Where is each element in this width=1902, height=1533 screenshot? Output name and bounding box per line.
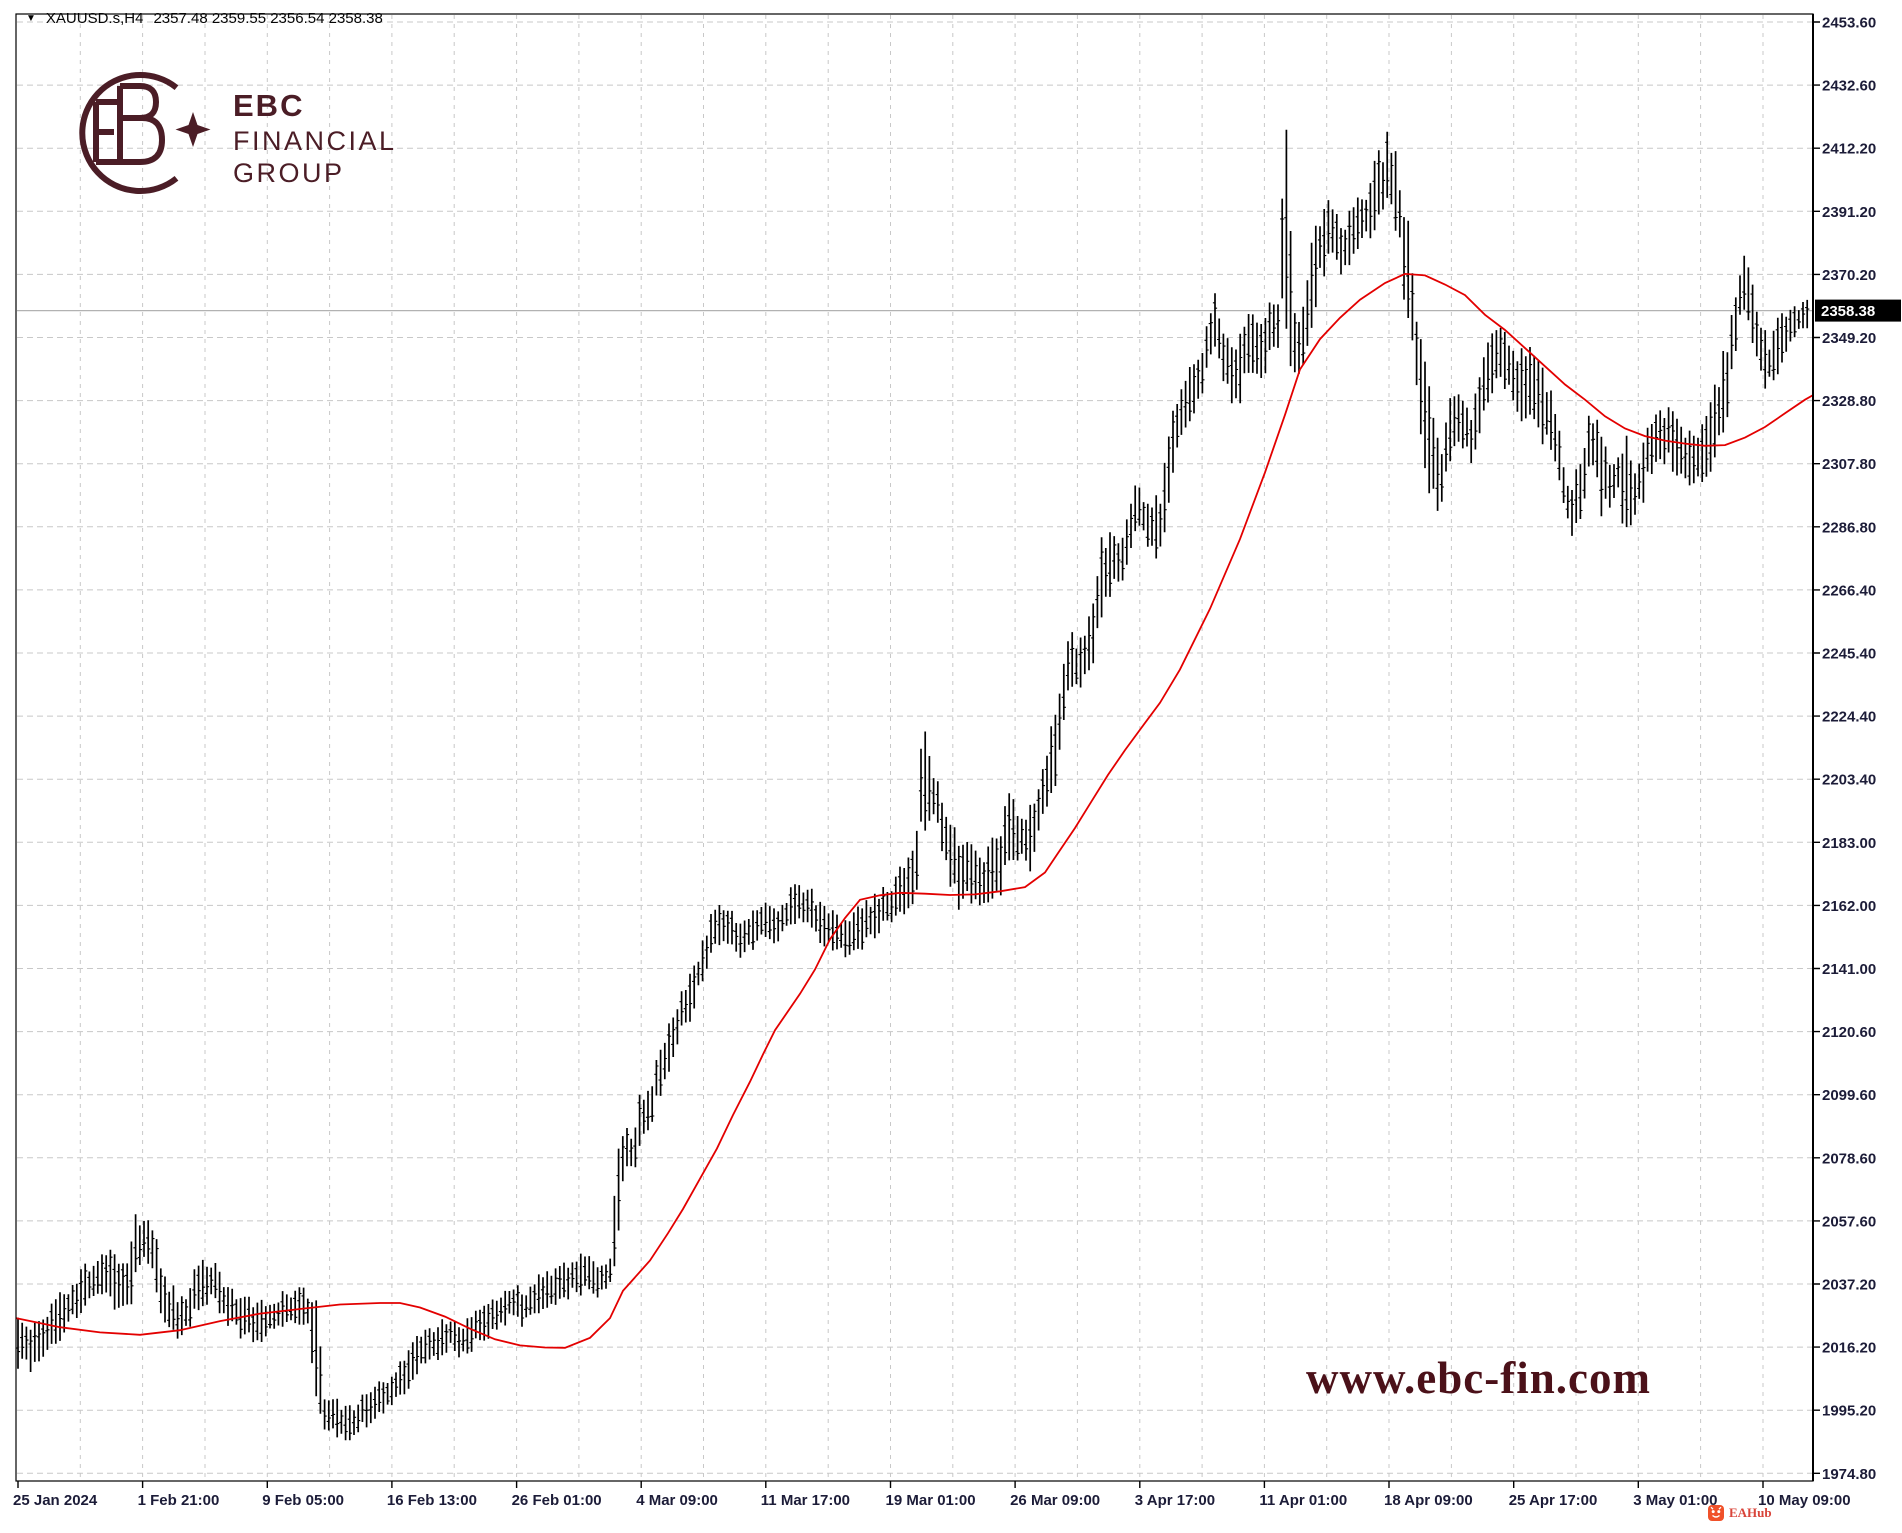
logo-text-ebc: EBC [233,88,304,123]
ebc-logo: EBC FINANCIAL GROUP [56,64,436,219]
time-axis-label: 11 Apr 01:00 [1259,1492,1347,1509]
price-axis-label: 2224.40 [1822,709,1876,726]
time-axis-label: 1 Feb 21:00 [138,1492,220,1509]
time-axis-label: 4 Mar 09:00 [636,1492,718,1509]
time-axis-label: 26 Feb 01:00 [512,1492,602,1509]
price-axis-label: 2057.60 [1822,1213,1876,1230]
collapse-triangle-icon[interactable]: ▼ [26,12,36,24]
eahub-icon [1708,1505,1724,1521]
ebc-logo-mark [79,72,179,194]
sparkle-icon [175,112,211,147]
time-axis-label: 25 Jan 2024 [13,1492,98,1509]
price-axis-label: 2203.40 [1822,772,1876,789]
price-axis-label: 2412.20 [1822,141,1876,158]
price-axis-label: 2349.20 [1822,330,1876,347]
price-axis-label: 2266.40 [1822,582,1876,599]
time-axis-label: 25 Apr 17:00 [1509,1492,1598,1509]
price-axis-label: 2162.00 [1822,898,1876,915]
time-axis-label: 18 Apr 09:00 [1384,1492,1473,1509]
price-axis-label: 2307.80 [1822,456,1876,473]
time-axis-label: 11 Mar 17:00 [761,1492,850,1509]
price-axis-label: 2453.60 [1822,15,1876,32]
price-axis-label: 2286.80 [1822,519,1876,536]
last-price-badge [1815,299,1901,322]
price-axis-label: 2016.20 [1822,1340,1876,1357]
price-axis-label: 2078.60 [1822,1150,1876,1167]
price-axis-label: 2037.20 [1822,1277,1876,1294]
price-axis-label: 2141.00 [1822,961,1876,978]
time-axis-label: 10 May 09:00 [1758,1492,1851,1509]
price-axis-label: 1995.20 [1822,1403,1876,1420]
symbol-period-label: XAUUSD.s,H4 [45,10,144,27]
time-axis-label: 3 Apr 17:00 [1135,1492,1215,1509]
price-axis-label: 1974.80 [1822,1466,1876,1483]
price-axis-label: 2432.60 [1822,78,1876,95]
time-axis-label: 19 Mar 01:00 [886,1492,976,1509]
ohlc-values: 2357.48 2359.55 2356.54 2358.38 [153,10,383,27]
website-watermark: www.ebc-fin.com [1306,1353,1651,1403]
price-axis-label: 2391.20 [1822,204,1876,221]
logo-text-financial: FINANCIAL [233,126,397,156]
time-axis-label: 9 Feb 05:00 [262,1492,344,1509]
eahub-label: EAHub [1729,1505,1772,1520]
time-axis-label: 16 Feb 13:00 [387,1492,477,1509]
price-axis-label: 2370.20 [1822,267,1876,284]
price-axis-label: 2183.00 [1822,835,1876,852]
time-axis-label: 26 Mar 09:00 [1010,1492,1100,1509]
time-axis-label: 3 May 01:00 [1633,1492,1717,1509]
logo-text-group: GROUP [233,158,345,188]
last-price-badge-value: 2358.38 [1821,303,1875,320]
eahub-attribution: EAHub [1708,1505,1772,1521]
price-axis-label: 2245.40 [1822,646,1876,663]
price-axis-label: 2120.60 [1822,1024,1876,1041]
price-axis-label: 2328.80 [1822,393,1876,410]
chart-symbol-header: ▼ XAUUSD.s,H4 2357.48 2359.55 2356.54 23… [26,10,383,27]
price-axis-label: 2099.60 [1822,1087,1876,1104]
